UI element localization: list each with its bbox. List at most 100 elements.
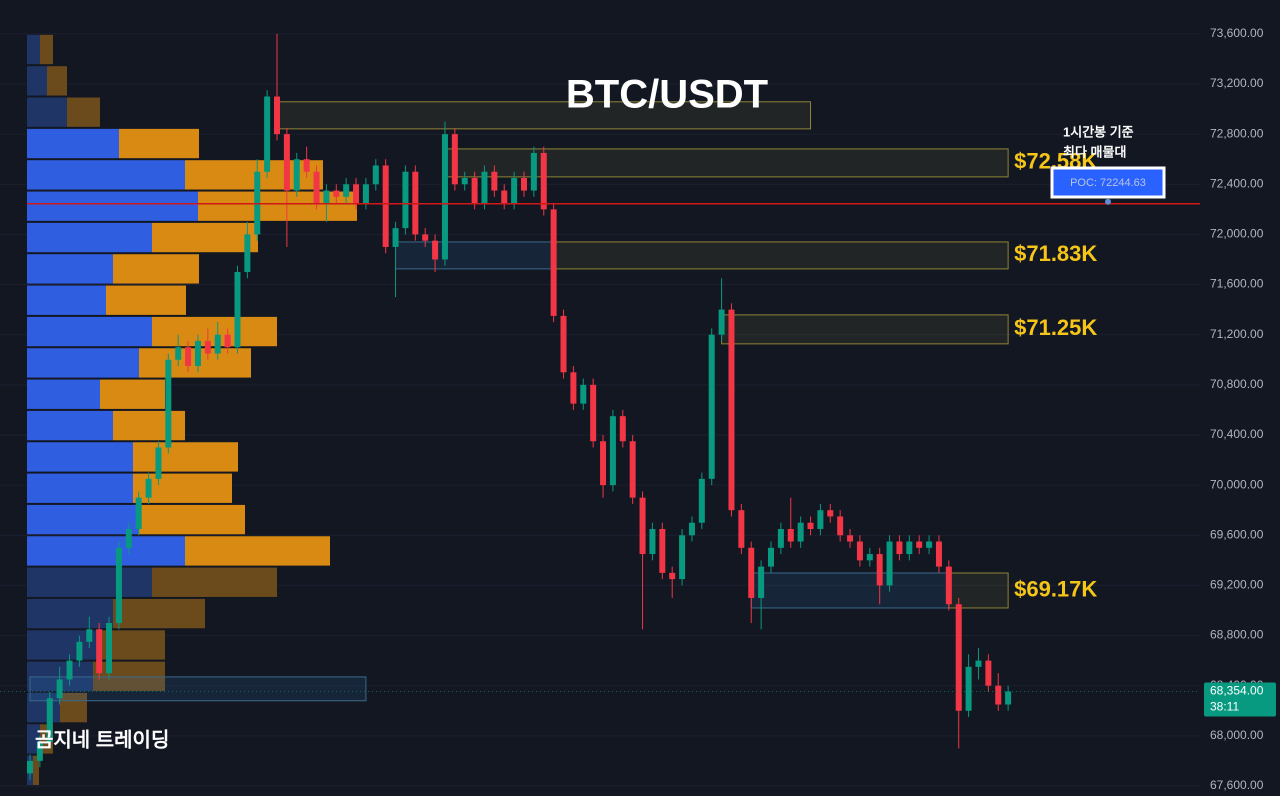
candle-body bbox=[402, 171, 409, 229]
profile-buy bbox=[27, 66, 47, 96]
candle-body bbox=[570, 372, 577, 404]
candle-body bbox=[264, 96, 271, 172]
candle-body bbox=[323, 190, 330, 204]
zone bbox=[444, 148, 1009, 178]
profile-buy bbox=[27, 222, 152, 253]
profile-sell bbox=[40, 34, 53, 65]
profile-buy bbox=[27, 536, 185, 566]
last-price-box bbox=[1204, 682, 1276, 717]
profile-buy bbox=[27, 504, 139, 535]
candle-body bbox=[718, 309, 725, 335]
candle-body bbox=[926, 541, 933, 548]
candle-body bbox=[283, 134, 290, 191]
y-tick-label: 72,800.00 bbox=[1210, 126, 1264, 140]
profile-sell bbox=[113, 254, 199, 284]
candle-body bbox=[629, 441, 636, 498]
zone bbox=[276, 101, 812, 130]
poc-marker bbox=[1105, 198, 1111, 205]
watermark: 곰지네 트레이딩 bbox=[35, 728, 169, 751]
candle-body bbox=[274, 96, 280, 135]
candle-body bbox=[797, 522, 804, 542]
profile-buy bbox=[27, 473, 133, 503]
profile-sell bbox=[133, 442, 238, 472]
poc-label: POC: 72244.63 bbox=[1070, 177, 1146, 189]
countdown: 38:11 bbox=[1210, 700, 1239, 714]
profile-buy bbox=[27, 34, 40, 65]
candle-body bbox=[708, 334, 715, 479]
y-tick-label: 71,200.00 bbox=[1210, 327, 1264, 341]
candle-body bbox=[955, 604, 962, 711]
candle-body bbox=[521, 178, 527, 191]
candle-body bbox=[965, 666, 972, 711]
candle-body bbox=[175, 347, 182, 360]
candle-body bbox=[777, 528, 784, 548]
profile-sell bbox=[106, 285, 186, 315]
candle-body bbox=[856, 541, 863, 561]
candle-body bbox=[550, 209, 557, 316]
candle-body bbox=[1005, 691, 1012, 705]
candle-body bbox=[194, 340, 201, 367]
candle-body bbox=[896, 541, 903, 555]
zone bbox=[29, 676, 367, 702]
candle-body bbox=[698, 478, 705, 523]
chart-title: BTC/USDT bbox=[566, 73, 768, 117]
profile-buy bbox=[27, 567, 152, 597]
candle-body bbox=[600, 441, 607, 486]
candle-body bbox=[501, 190, 508, 204]
candle-body bbox=[758, 566, 765, 598]
profile-buy bbox=[27, 692, 60, 723]
profile-buy bbox=[27, 254, 113, 284]
candle-body bbox=[768, 547, 774, 567]
y-tick-label: 68,800.00 bbox=[1210, 628, 1264, 642]
profile-buy bbox=[27, 160, 185, 190]
zone-label: $69.17K bbox=[1014, 576, 1097, 601]
profile-sell bbox=[113, 598, 205, 629]
candle-body bbox=[303, 159, 310, 172]
zone bbox=[750, 572, 950, 609]
candle-body bbox=[293, 159, 300, 191]
profile-sell bbox=[152, 316, 277, 347]
profile-sell bbox=[93, 661, 165, 691]
candle-body bbox=[106, 623, 113, 674]
candle-body bbox=[46, 698, 53, 743]
candle-body bbox=[491, 171, 498, 191]
profile-sell bbox=[152, 222, 258, 253]
candle-body bbox=[787, 528, 794, 542]
profile-buy bbox=[27, 97, 67, 127]
candle-body bbox=[145, 478, 152, 498]
candle-body bbox=[66, 660, 73, 680]
candle-body bbox=[580, 384, 587, 404]
y-tick-label: 68,000.00 bbox=[1210, 728, 1264, 742]
candle-body bbox=[244, 234, 251, 273]
profile-sell bbox=[60, 692, 87, 723]
y-tick-label: 71,600.00 bbox=[1210, 277, 1264, 291]
profile-buy bbox=[27, 442, 133, 472]
candle-body bbox=[27, 760, 33, 774]
candle-body bbox=[96, 629, 103, 674]
candle-body bbox=[204, 340, 211, 354]
candle-body bbox=[155, 447, 162, 479]
candle-body bbox=[639, 497, 646, 555]
price-axis: 67,600.0068,000.0068,400.0068,800.0069,2… bbox=[1204, 26, 1276, 792]
candle-body bbox=[995, 685, 1002, 705]
candle-body bbox=[728, 309, 735, 511]
y-tick-label: 67,600.00 bbox=[1210, 778, 1264, 792]
candle-body bbox=[916, 541, 923, 548]
candle-body bbox=[214, 334, 221, 354]
candle-body bbox=[224, 334, 231, 348]
profile-sell bbox=[198, 191, 357, 221]
grid bbox=[0, 33, 1200, 787]
profile-sell bbox=[139, 504, 245, 535]
candle-body bbox=[135, 497, 142, 529]
profile-sell bbox=[67, 97, 100, 127]
annotation-line: 1시간봉 기준 bbox=[1063, 124, 1134, 139]
profile-sell bbox=[33, 755, 39, 785]
zones bbox=[29, 101, 1009, 702]
candle-body bbox=[432, 240, 439, 260]
zone bbox=[553, 241, 1009, 270]
candle-body bbox=[76, 641, 83, 661]
candle-body bbox=[837, 516, 844, 536]
y-tick-label: 70,800.00 bbox=[1210, 377, 1264, 391]
profile-buy bbox=[27, 410, 113, 441]
candle-body bbox=[906, 541, 913, 555]
